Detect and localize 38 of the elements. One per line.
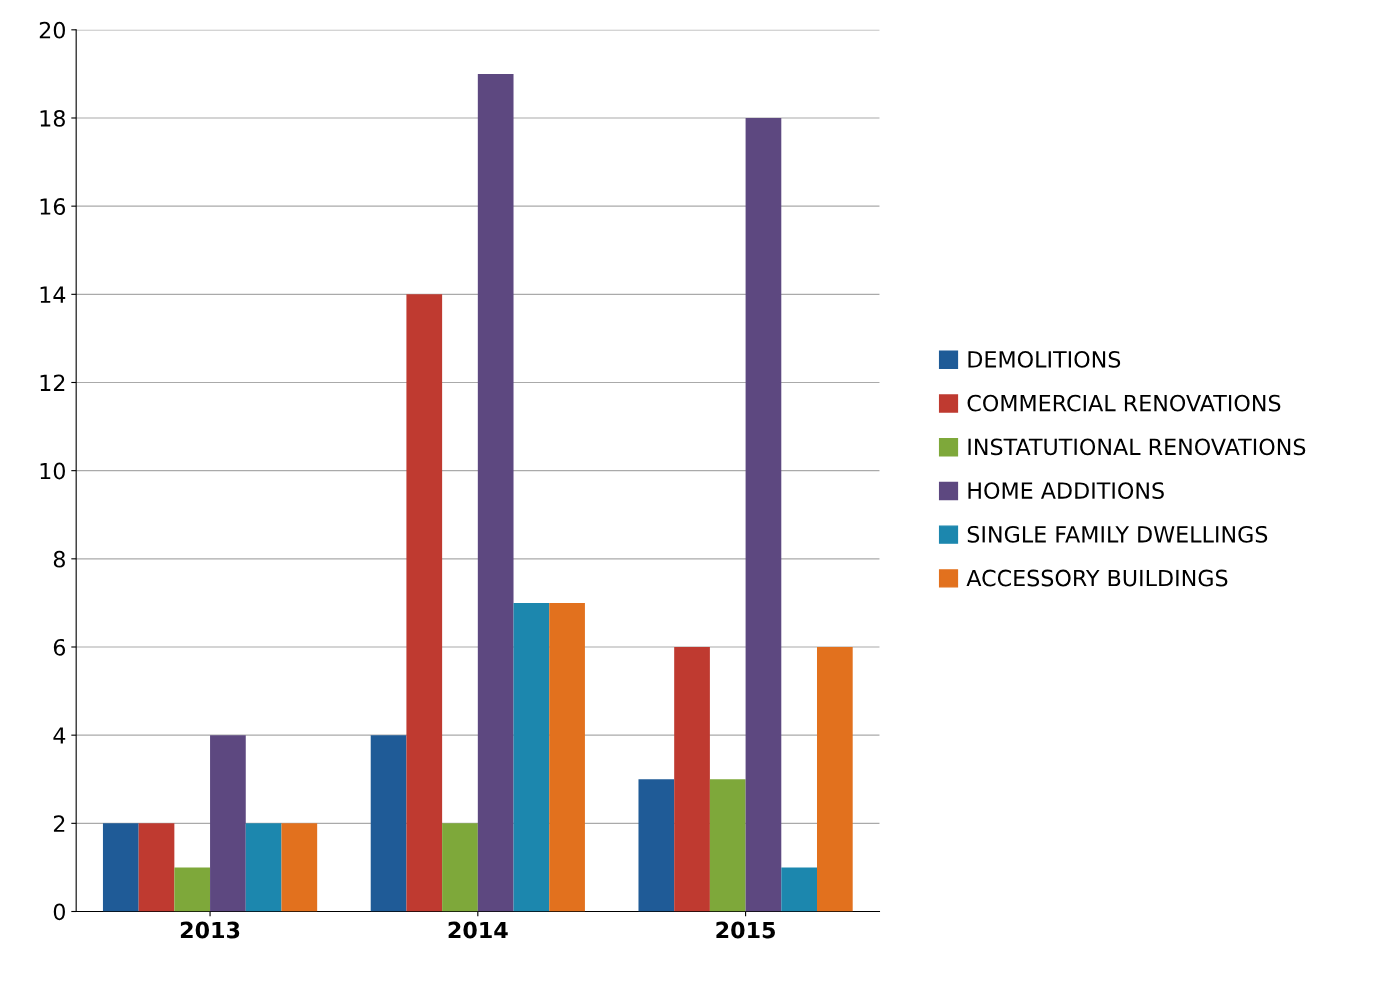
legend-label: COMMERCIAL RENOVATIONS: [967, 394, 1281, 412]
y-tick-label: 16: [40, 198, 66, 215]
bar: [513, 602, 550, 912]
bar: [638, 779, 675, 912]
legend-label: INSTATUTIONAL RENOVATIONS: [968, 438, 1306, 456]
bar: [406, 294, 443, 912]
y-tick-label: 8: [53, 550, 65, 568]
bar: [210, 735, 246, 912]
bar: [102, 823, 139, 912]
bar: [745, 117, 782, 912]
bar: [477, 73, 514, 912]
bar: [281, 823, 318, 912]
x-tick-label: 2015: [716, 921, 775, 939]
y-tick-label: 18: [40, 109, 65, 127]
y-tick-label: 14: [40, 286, 66, 303]
bar: [709, 779, 746, 912]
bar: [138, 823, 175, 912]
y-tick-label: 10: [40, 462, 65, 480]
bar: [442, 823, 478, 912]
y-tick-label: 6: [53, 638, 66, 656]
x-tick-label: 2014: [448, 921, 508, 939]
legend-label: DEMOLITIONS: [968, 350, 1121, 368]
bar: [549, 602, 585, 912]
y-tick-label: 20: [39, 21, 65, 39]
y-tick-label: 12: [40, 374, 65, 391]
bar: [245, 823, 282, 912]
bar: [674, 646, 710, 912]
y-tick-label: 0: [53, 903, 65, 921]
bar: [174, 867, 211, 912]
y-tick-label: 4: [53, 727, 66, 744]
legend-label: HOME ADDITIONS: [968, 482, 1164, 499]
legend-label: SINGLE FAMILY DWELLINGS: [967, 525, 1268, 543]
bar: [817, 646, 853, 912]
bar: [370, 735, 407, 912]
y-tick-label: 2: [53, 815, 65, 832]
legend-label: ACCESSORY BUILDINGS: [966, 569, 1228, 587]
bar: [781, 867, 817, 912]
x-tick-label: 2013: [180, 921, 240, 939]
